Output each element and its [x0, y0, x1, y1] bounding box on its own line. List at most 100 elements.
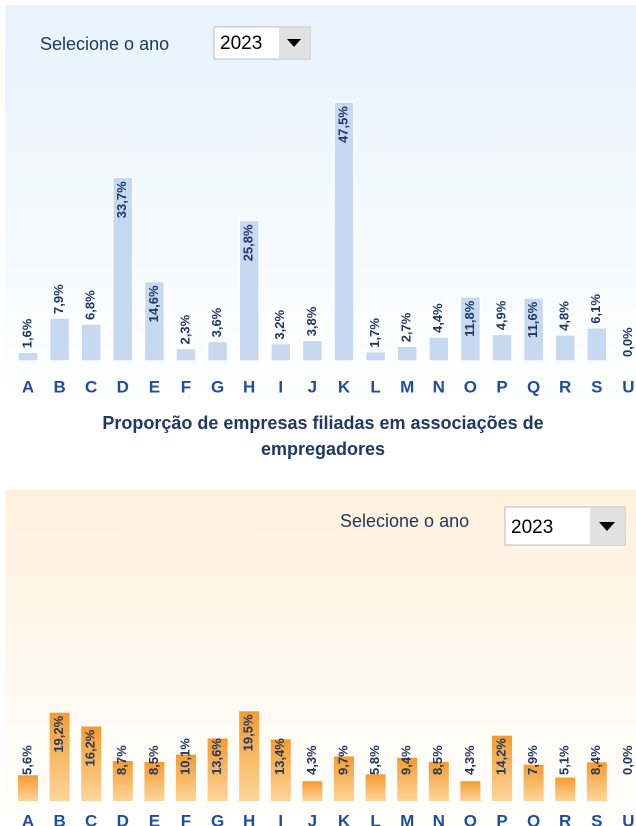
value-label: 1,7%	[367, 318, 382, 348]
x-tick-label: A	[22, 811, 34, 826]
x-tick-label: B	[53, 377, 65, 396]
x-tick-label: J	[308, 377, 317, 396]
x-tick-label: U	[622, 811, 634, 826]
value-label: 2,7%	[399, 312, 414, 342]
x-tick-label: H	[243, 377, 255, 396]
bar	[270, 342, 292, 362]
value-label: 9,7%	[335, 745, 350, 775]
value-label: 8,7%	[114, 745, 129, 775]
bar	[554, 334, 576, 362]
value-label: 47,5%	[335, 106, 350, 143]
bar	[586, 327, 608, 362]
bar	[238, 219, 260, 362]
bar	[333, 101, 355, 362]
x-tick-label: N	[433, 377, 445, 396]
bar	[397, 757, 418, 801]
value-label: 33,7%	[114, 181, 129, 218]
bar	[460, 781, 481, 801]
bar	[301, 339, 324, 362]
x-tick-label: D	[117, 811, 129, 826]
x-tick-label: B	[53, 811, 65, 826]
x-tick-label: H	[243, 811, 255, 826]
value-label: 4,9%	[493, 300, 508, 330]
bar	[428, 336, 450, 362]
x-tick-label: M	[400, 377, 414, 396]
value-label: 4,4%	[430, 303, 445, 333]
bar	[586, 762, 607, 801]
bar	[334, 756, 354, 801]
bar	[396, 345, 418, 362]
bar	[239, 711, 260, 801]
x-tick-label: L	[370, 811, 380, 826]
value-label: 4,8%	[557, 301, 572, 331]
bar	[112, 176, 134, 362]
bar	[48, 317, 71, 362]
x-tick-label: F	[181, 811, 191, 826]
x-tick-label: K	[338, 377, 351, 396]
x-tick-label: I	[278, 811, 283, 826]
dropdown-arrow	[599, 522, 615, 531]
x-tick-label: Q	[527, 811, 540, 826]
value-label: 3,8%	[304, 306, 319, 336]
x-tick-label: S	[591, 811, 602, 826]
value-label: 8,5%	[146, 745, 161, 775]
bar	[206, 340, 229, 362]
bar	[428, 761, 449, 801]
bar	[17, 351, 39, 362]
value-label: 4,3%	[304, 745, 319, 775]
bar	[522, 297, 545, 362]
bar	[364, 350, 387, 362]
value-label: 19,5%	[241, 714, 256, 751]
x-tick-label: C	[85, 811, 97, 826]
value-label: 7,9%	[525, 745, 540, 775]
bar	[207, 738, 228, 801]
x-tick-label: C	[85, 377, 97, 396]
bar	[144, 761, 165, 801]
value-label: 10,1%	[177, 738, 192, 775]
selected-year: 2023	[511, 517, 553, 538]
value-label: 1,6%	[19, 318, 34, 348]
x-tick-label: I	[278, 377, 283, 396]
x-tick-label: F	[181, 377, 191, 396]
x-tick-label: A	[22, 377, 34, 396]
chart-title: Proporção de empresas filiadas em associ…	[102, 413, 544, 459]
value-label: 11,8%	[462, 300, 477, 337]
x-tick-label: J	[308, 811, 317, 826]
dropdown-arrow	[287, 39, 301, 47]
selected-year: 2023	[220, 33, 262, 54]
x-tick-label: O	[464, 811, 477, 826]
x-tick-label: N	[433, 811, 445, 826]
value-label: 13,4%	[272, 738, 287, 775]
bar	[492, 735, 512, 801]
bar	[80, 323, 102, 362]
x-tick-label: S	[591, 377, 602, 396]
selector-label: Selecione o ano	[340, 511, 469, 531]
value-label: 4,3%	[462, 745, 477, 775]
value-label: 5,8%	[367, 745, 382, 775]
bar	[175, 347, 197, 362]
value-label: 8,5%	[430, 745, 445, 775]
value-label: 2,3%	[177, 314, 192, 344]
value-label: 0,0%	[620, 327, 635, 357]
bar	[270, 739, 291, 801]
bar	[365, 774, 386, 801]
x-tick-label: E	[149, 377, 160, 396]
x-tick-label: L	[370, 377, 380, 396]
bar	[523, 764, 544, 801]
value-label: 3,6%	[209, 307, 224, 337]
value-label: 3,2%	[272, 309, 287, 339]
value-label: 13,6%	[209, 738, 224, 775]
x-tick-label: G	[211, 811, 224, 826]
x-tick-label: U	[622, 377, 634, 396]
value-label: 5,6%	[19, 745, 34, 775]
value-label: 5,1%	[557, 745, 572, 775]
x-tick-label: R	[559, 811, 571, 826]
x-tick-label: O	[464, 377, 477, 396]
x-tick-label: G	[211, 377, 224, 396]
value-label: 14,6%	[146, 285, 161, 322]
bar	[49, 712, 70, 801]
x-tick-label: R	[559, 377, 571, 396]
x-tick-label: K	[338, 811, 351, 826]
value-label: 6,8%	[83, 290, 98, 320]
